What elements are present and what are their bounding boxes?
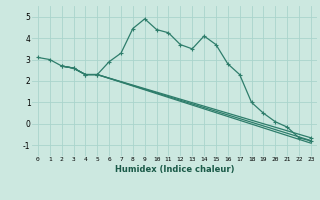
X-axis label: Humidex (Indice chaleur): Humidex (Indice chaleur) bbox=[115, 165, 234, 174]
